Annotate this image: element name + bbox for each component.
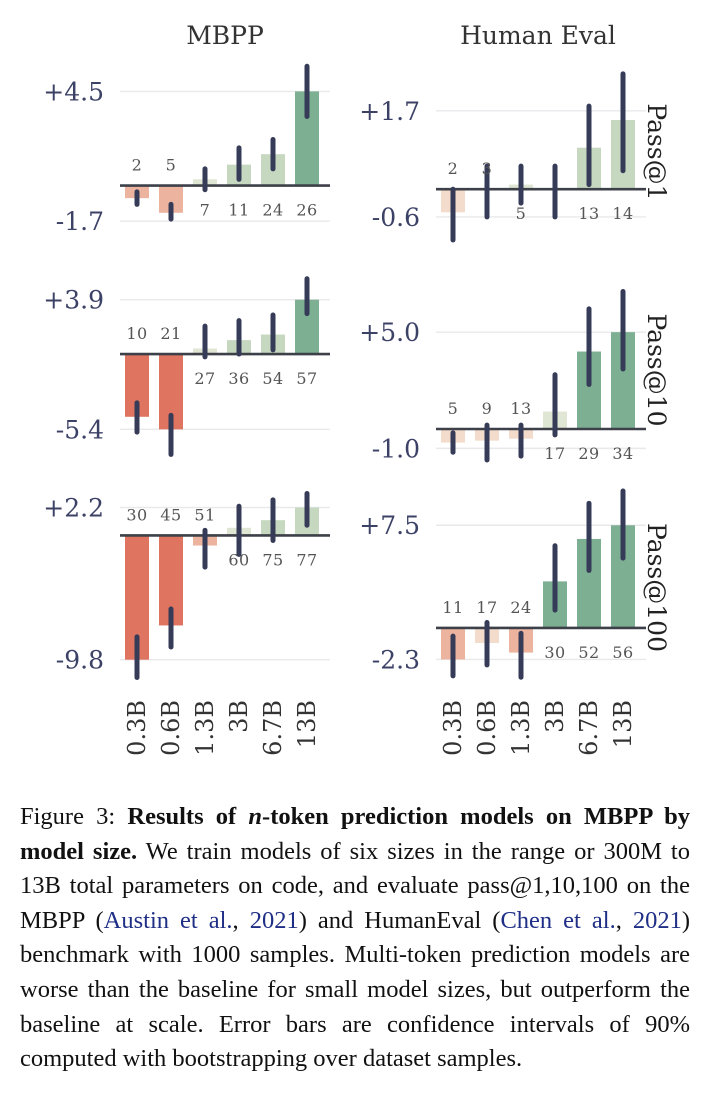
y-tick-label-2-0: +3.9 bbox=[43, 286, 104, 315]
bar-annotation-5-4: 52 bbox=[578, 643, 599, 662]
bar-annotation-1-5: 14 bbox=[612, 204, 633, 223]
bar-annotation-1-1: 3 bbox=[482, 159, 493, 178]
bar-annotation-1-0: 2 bbox=[448, 159, 459, 178]
citation-chen[interactable]: Chen et al., 2021 bbox=[500, 906, 682, 934]
x-tick-label-0-4: 6.7B bbox=[259, 700, 287, 756]
bar-annotation-4-1: 45 bbox=[160, 505, 181, 524]
bar-annotation-0-0: 2 bbox=[132, 156, 143, 175]
bar-annotation-5-1: 17 bbox=[476, 598, 497, 617]
y-tick-label-5-0: +7.5 bbox=[359, 511, 420, 540]
bar-annotation-5-3: 30 bbox=[544, 643, 565, 662]
caption-body-2: ) and HumanEval ( bbox=[298, 906, 501, 934]
bar-annotation-3-4: 29 bbox=[578, 444, 599, 463]
y-tick-label-4-0: +2.2 bbox=[43, 493, 104, 522]
x-tick-label-1-3: 3B bbox=[541, 700, 569, 733]
bar-annotation-3-5: 34 bbox=[612, 444, 633, 463]
bar-annotation-1-2: 5 bbox=[516, 204, 527, 223]
bar-annotation-5-5: 56 bbox=[612, 643, 633, 662]
bar-annotation-2-3: 36 bbox=[228, 369, 249, 388]
row-title-1: Pass@10 bbox=[642, 313, 671, 426]
bar-annotation-3-0: 5 bbox=[448, 399, 459, 418]
column-title-0: MBPP bbox=[186, 21, 264, 50]
bar-annotation-0-2: 7 bbox=[200, 201, 211, 220]
caption-label: Figure 3: bbox=[20, 803, 128, 830]
column-title-1: Human Eval bbox=[460, 21, 616, 50]
caption-bold-title: Results of n-token prediction models on … bbox=[20, 803, 690, 865]
results-figure: MBPP Human Eval Pass@1 Pass@10 Pass@100 +4.5 -… bbox=[43, 21, 671, 756]
bar-annotation-5-0: 11 bbox=[442, 598, 463, 617]
bar-annotation-4-5: 77 bbox=[296, 550, 317, 569]
caption-body-3: ) benchmark with 1000 samples. Multi-tok… bbox=[20, 906, 691, 1073]
x-tick-label-1-2: 1.3B bbox=[507, 700, 535, 756]
citation-austin[interactable]: Austin et al., 2021 bbox=[103, 906, 299, 934]
bar-annotation-4-3: 60 bbox=[228, 550, 249, 569]
y-tick-label-0-0: +4.5 bbox=[43, 77, 104, 106]
bar-annotation-2-1: 21 bbox=[160, 324, 181, 343]
bar-annotation-3-1: 9 bbox=[482, 399, 493, 418]
figure-caption: Figure 3: Results of n-token prediction … bbox=[20, 800, 690, 1077]
x-tick-label-1-0: 0.3B bbox=[439, 700, 467, 756]
bar-annotation-2-2: 27 bbox=[194, 369, 215, 388]
x-tick-label-0-5: 13B bbox=[293, 700, 321, 748]
y-tick-label-0-1: -1.7 bbox=[56, 207, 104, 236]
bar-annotation-0-3: 11 bbox=[228, 201, 249, 220]
bar-annotation-4-4: 75 bbox=[262, 550, 283, 569]
bar-annotation-2-5: 57 bbox=[296, 369, 317, 388]
x-tick-label-1-1: 0.6B bbox=[473, 700, 501, 756]
y-tick-label-4-1: -9.8 bbox=[56, 646, 104, 675]
caption-n-variable: n bbox=[248, 803, 263, 830]
y-tick-label-1-0: +1.7 bbox=[359, 97, 420, 126]
y-tick-label-3-1: -1.0 bbox=[372, 434, 420, 463]
row-title-2: Pass@100 bbox=[642, 523, 671, 652]
bar-annotation-0-4: 24 bbox=[262, 201, 283, 220]
x-tick-label-0-3: 3B bbox=[225, 700, 253, 733]
x-tick-label-0-2: 1.3B bbox=[191, 700, 219, 756]
y-tick-label-1-1: -0.6 bbox=[372, 203, 420, 232]
y-tick-label-3-0: +5.0 bbox=[359, 318, 420, 347]
bar-annotation-3-3: 17 bbox=[544, 444, 565, 463]
bar-annotation-3-2: 13 bbox=[510, 399, 531, 418]
bar-annotation-4-2: 51 bbox=[194, 505, 215, 524]
y-tick-label-5-1: -2.3 bbox=[372, 645, 420, 674]
bar-annotation-0-1: 5 bbox=[166, 156, 177, 175]
bar-annotation-5-2: 24 bbox=[510, 598, 531, 617]
caption-body-1: We train models of six sizes in the rang… bbox=[20, 837, 690, 934]
bar-annotation-2-4: 54 bbox=[262, 369, 283, 388]
x-tick-label-1-4: 6.7B bbox=[575, 700, 603, 756]
row-title-0: Pass@1 bbox=[642, 103, 671, 200]
x-tick-label-1-5: 13B bbox=[609, 700, 637, 748]
bar-annotation-2-0: 10 bbox=[126, 324, 147, 343]
bar-annotation-1-4: 13 bbox=[578, 204, 599, 223]
bar-annotation-4-0: 30 bbox=[126, 505, 147, 524]
bar-annotation-0-5: 26 bbox=[296, 201, 317, 220]
x-tick-label-0-0: 0.3B bbox=[123, 700, 151, 756]
y-tick-label-2-1: -5.4 bbox=[56, 415, 104, 444]
x-tick-label-0-1: 0.6B bbox=[157, 700, 185, 756]
